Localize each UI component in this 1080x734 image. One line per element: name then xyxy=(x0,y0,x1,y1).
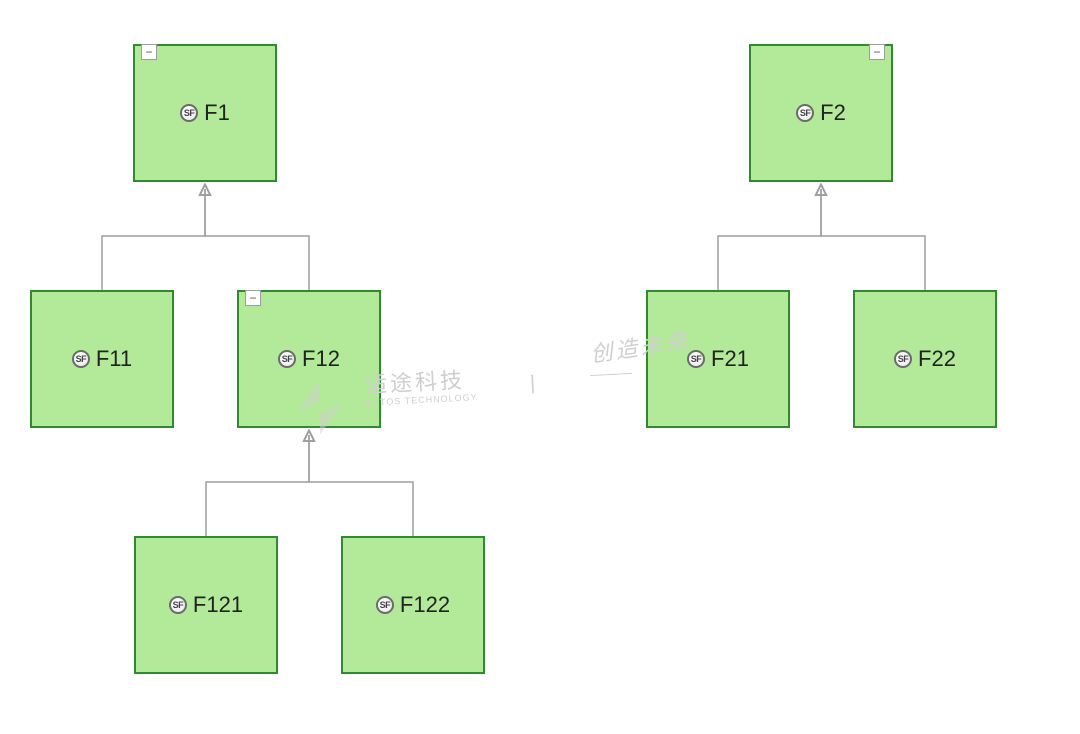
diagram-canvas: − SF F1 − SF F2 SF F11 − SF F12 SF F21 S… xyxy=(0,0,1080,734)
sf-icon: SF xyxy=(376,596,394,614)
edge xyxy=(205,189,309,290)
watermark-underline: ——— xyxy=(590,364,633,382)
sf-icon: SF xyxy=(278,350,296,368)
edge xyxy=(821,189,925,290)
tree-node-f11[interactable]: SF F11 xyxy=(30,290,174,428)
collapse-button[interactable]: − xyxy=(869,44,885,60)
sf-icon: SF xyxy=(169,596,187,614)
edge xyxy=(718,189,821,290)
edge xyxy=(206,435,309,536)
tree-node-f122[interactable]: SF F122 xyxy=(341,536,485,674)
sf-icon: SF xyxy=(894,350,912,368)
tree-node-f21[interactable]: SF F21 xyxy=(646,290,790,428)
sf-icon: SF xyxy=(687,350,705,368)
tree-node-f1[interactable]: − SF F1 xyxy=(133,44,277,182)
tree-node-f12[interactable]: − SF F12 xyxy=(237,290,381,428)
collapse-button[interactable]: − xyxy=(245,290,261,306)
watermark-divider: | xyxy=(529,372,538,395)
node-label: F22 xyxy=(918,346,956,372)
node-label: F2 xyxy=(820,100,846,126)
node-label: F1 xyxy=(204,100,230,126)
node-label: F21 xyxy=(711,346,749,372)
node-label: F121 xyxy=(193,592,243,618)
tree-node-f22[interactable]: SF F22 xyxy=(853,290,997,428)
sf-icon: SF xyxy=(180,104,198,122)
collapse-button[interactable]: − xyxy=(141,44,157,60)
tree-node-f121[interactable]: SF F121 xyxy=(134,536,278,674)
edge xyxy=(309,435,413,536)
tree-node-f2[interactable]: − SF F2 xyxy=(749,44,893,182)
node-label: F122 xyxy=(400,592,450,618)
node-label: F12 xyxy=(302,346,340,372)
edge xyxy=(102,189,205,290)
watermark-subtext: SOTOS TECHNOLOGY xyxy=(365,392,478,408)
node-label: F11 xyxy=(96,346,132,372)
sf-icon: SF xyxy=(72,350,90,368)
sf-icon: SF xyxy=(796,104,814,122)
